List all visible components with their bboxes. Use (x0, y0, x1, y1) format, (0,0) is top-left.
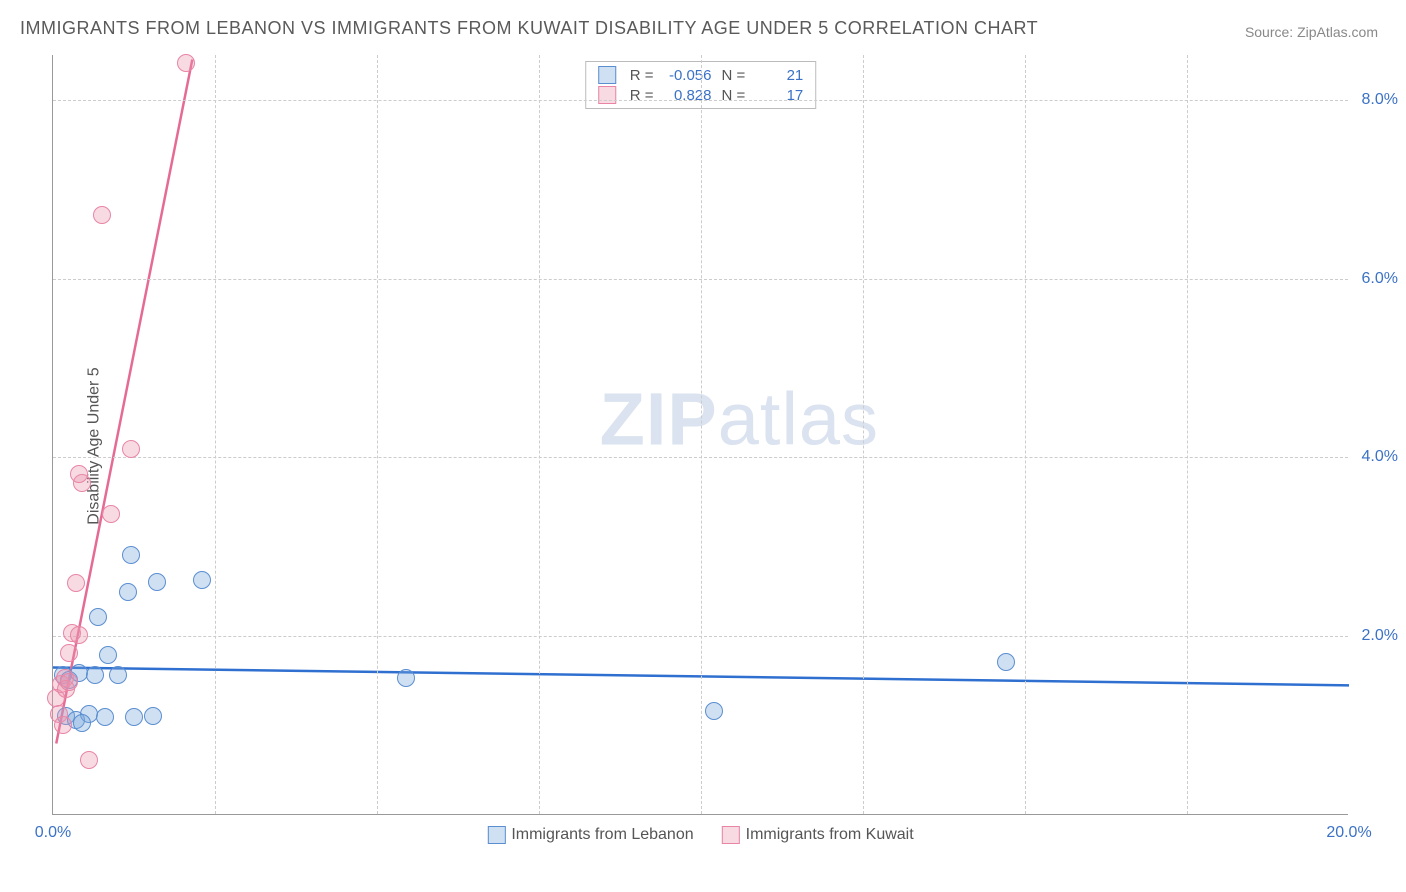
gridline-v (1025, 55, 1026, 814)
data-point (80, 751, 98, 769)
legend-swatch (598, 66, 616, 84)
data-point (997, 653, 1015, 671)
legend-label: Immigrants from Lebanon (511, 826, 693, 843)
plot-area: ZIPatlas R =-0.056N =21R =0.828N =17 Imm… (52, 55, 1348, 815)
data-point (177, 54, 195, 72)
data-point (119, 583, 137, 601)
legend-label: Immigrants from Kuwait (746, 826, 914, 843)
x-tick-label: 0.0% (35, 824, 71, 842)
data-point (60, 644, 78, 662)
legend-n_label: N = (722, 87, 746, 104)
legend-swatch (487, 826, 505, 844)
data-point (70, 626, 88, 644)
y-tick-label: 6.0% (1354, 270, 1398, 288)
data-point (89, 608, 107, 626)
data-point (122, 546, 140, 564)
y-tick-label: 8.0% (1354, 91, 1398, 109)
data-point (60, 673, 78, 691)
legend-n_val: 17 (755, 87, 803, 104)
data-point (70, 465, 88, 483)
data-point (148, 573, 166, 591)
data-point (67, 574, 85, 592)
data-point (73, 714, 91, 732)
data-point (86, 666, 104, 684)
data-point (125, 708, 143, 726)
legend-item: Immigrants from Kuwait (722, 826, 914, 844)
legend-r_label: R = (630, 87, 654, 104)
legend-swatch (598, 86, 616, 104)
gridline-v (215, 55, 216, 814)
legend-n_val: 21 (755, 67, 803, 84)
data-point (99, 646, 117, 664)
source-label: Source: ZipAtlas.com (1245, 24, 1378, 40)
data-point (144, 707, 162, 725)
data-point (122, 440, 140, 458)
legend-bottom: Immigrants from Lebanon Immigrants from K… (487, 826, 913, 844)
gridline-v (1187, 55, 1188, 814)
gridline-v (377, 55, 378, 814)
legend-r_val: -0.056 (664, 67, 712, 84)
legend-swatch (722, 826, 740, 844)
data-point (93, 206, 111, 224)
legend-r_val: 0.828 (664, 87, 712, 104)
legend-item: Immigrants from Lebanon (487, 826, 693, 844)
gridline-v (539, 55, 540, 814)
data-point (397, 669, 415, 687)
legend-n_label: N = (722, 67, 746, 84)
y-tick-label: 4.0% (1354, 448, 1398, 466)
data-point (109, 666, 127, 684)
y-tick-label: 2.0% (1354, 627, 1398, 645)
data-point (96, 708, 114, 726)
data-point (54, 716, 72, 734)
gridline-v (863, 55, 864, 814)
x-tick-label: 20.0% (1326, 824, 1371, 842)
data-point (193, 571, 211, 589)
gridline-v (701, 55, 702, 814)
chart-title: IMMIGRANTS FROM LEBANON VS IMMIGRANTS FR… (20, 18, 1038, 39)
data-point (102, 505, 120, 523)
legend-r_label: R = (630, 67, 654, 84)
data-point (705, 702, 723, 720)
